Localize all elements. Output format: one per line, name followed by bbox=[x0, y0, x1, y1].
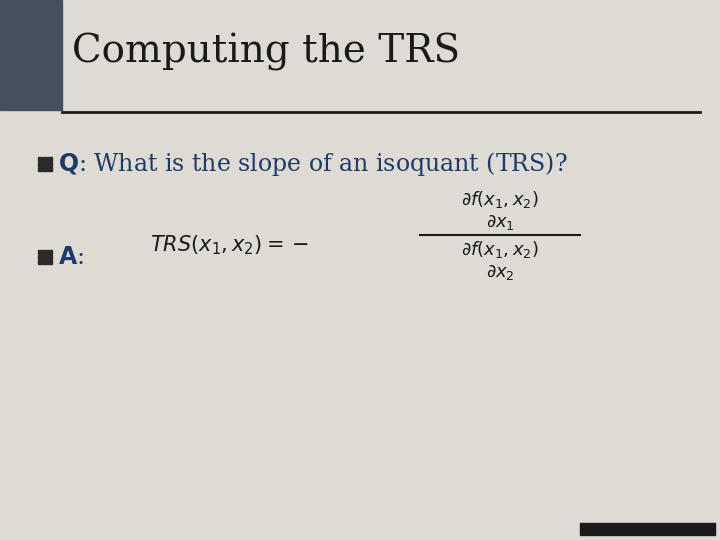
Text: $\mathbf{A}$:: $\mathbf{A}$: bbox=[58, 246, 84, 268]
Text: $\partial x_{\mathit{2}}$: $\partial x_{\mathit{2}}$ bbox=[486, 262, 514, 281]
Bar bbox=[43, 157, 47, 161]
Bar bbox=[38, 250, 42, 254]
Bar bbox=[48, 157, 52, 161]
Bar bbox=[48, 260, 52, 264]
Bar bbox=[38, 255, 42, 259]
Bar bbox=[48, 250, 52, 254]
Bar bbox=[0, 0, 62, 110]
Bar bbox=[43, 250, 47, 254]
Bar bbox=[43, 255, 47, 259]
Bar bbox=[43, 162, 47, 166]
Text: Computing the TRS: Computing the TRS bbox=[72, 33, 460, 71]
Bar bbox=[48, 255, 52, 259]
Bar bbox=[580, 523, 715, 535]
Bar bbox=[43, 167, 47, 171]
Bar bbox=[48, 162, 52, 166]
Text: $\partial x_{\mathit{1}}$: $\partial x_{\mathit{1}}$ bbox=[485, 213, 514, 232]
Bar bbox=[38, 162, 42, 166]
Bar bbox=[43, 260, 47, 264]
Text: $\mathit{TRS}(x_{\mathit{1}}, x_{\mathit{2}}) = -$: $\mathit{TRS}(x_{\mathit{1}}, x_{\mathit… bbox=[150, 233, 309, 257]
Bar bbox=[38, 260, 42, 264]
Text: $\partial f(x_{\mathit{1}}, x_{\mathit{2}})$: $\partial f(x_{\mathit{1}}, x_{\mathit{2… bbox=[461, 190, 539, 211]
Bar bbox=[48, 167, 52, 171]
Text: $\partial f(x_{\mathit{1}}, x_{\mathit{2}})$: $\partial f(x_{\mathit{1}}, x_{\mathit{2… bbox=[461, 240, 539, 260]
Bar bbox=[38, 167, 42, 171]
Bar bbox=[38, 157, 42, 161]
Text: $\mathbf{Q}$: What is the slope of an isoquant (TRS)?: $\mathbf{Q}$: What is the slope of an is… bbox=[58, 150, 567, 178]
